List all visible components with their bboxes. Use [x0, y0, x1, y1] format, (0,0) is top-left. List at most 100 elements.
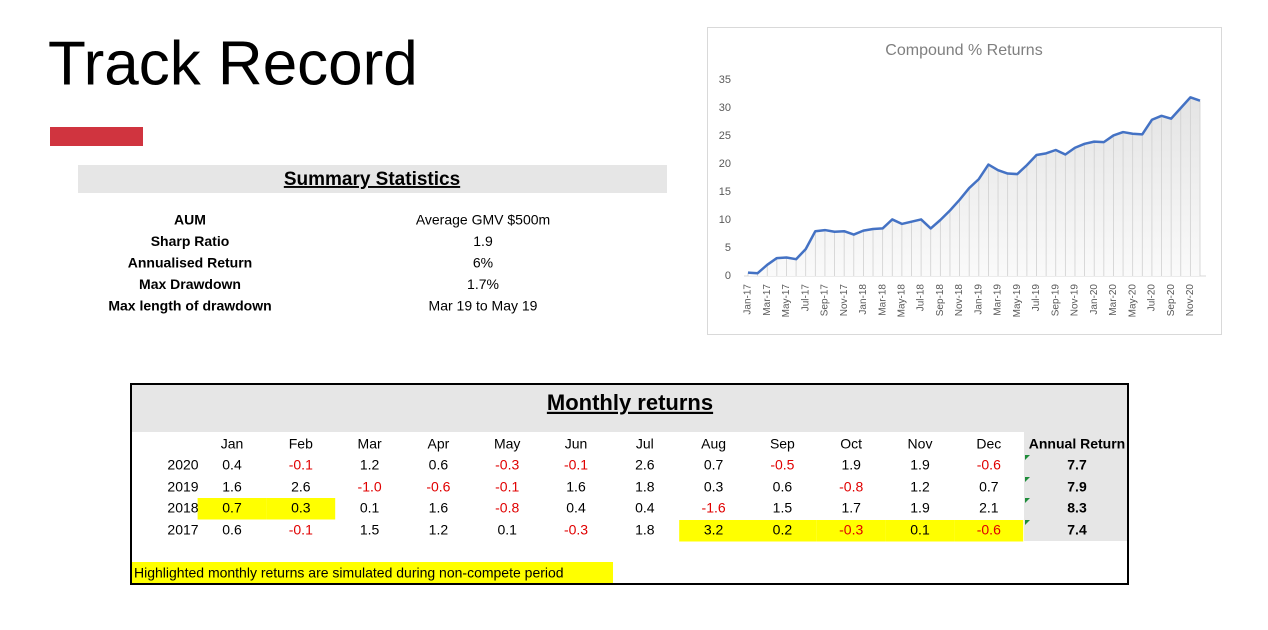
cell-flag: [1025, 477, 1030, 482]
summary-value: 6%: [473, 255, 493, 271]
summary-value: 1.9: [473, 233, 493, 249]
monthly-value: 1.7: [841, 500, 861, 516]
monthly-value: 0.2: [773, 522, 793, 538]
monthly-value: 2.6: [291, 479, 311, 495]
note: Highlighted monthly returns are simulate…: [134, 565, 564, 581]
x-tick-label: Nov-18: [954, 284, 965, 317]
year: 2018: [167, 500, 198, 516]
monthly-value: -0.1: [564, 457, 588, 473]
monthly-value: -0.3: [564, 522, 588, 538]
highlight-cell: [679, 520, 748, 542]
x-tick-label: Mar-18: [877, 284, 888, 316]
y-tick-label: 0: [725, 270, 731, 282]
monthly-value: 0.4: [222, 457, 242, 473]
column-header: Apr: [428, 436, 450, 452]
monthly-value: 1.2: [429, 522, 449, 538]
highlight-cell: [197, 498, 267, 520]
cell-flag: [1025, 498, 1030, 503]
cell-flag: [1025, 520, 1030, 525]
column-header: Sep: [770, 436, 795, 452]
monthly-value: 0.6: [429, 457, 449, 473]
monthly-value: 1.9: [910, 457, 930, 473]
x-tick-label: May-18: [897, 284, 908, 318]
monthly-value: 2.6: [635, 457, 655, 473]
x-tick-label: Nov-19: [1070, 284, 1081, 317]
monthly-heading: Monthly returns: [547, 390, 713, 415]
cell-flag: [1025, 455, 1030, 460]
highlight-cell: [816, 520, 886, 542]
y-tick-label: 25: [719, 130, 731, 142]
monthly-value: 0.4: [635, 500, 655, 516]
monthly-heading-bg: [132, 385, 1127, 432]
x-tick-label: Mar-17: [762, 284, 773, 316]
y-tick-label: 30: [719, 102, 731, 114]
highlight-cell: [266, 498, 336, 520]
column-header: Jan: [221, 436, 244, 452]
monthly-value: 0.7: [979, 479, 999, 495]
x-tick-label: Sep-18: [935, 284, 946, 317]
monthly-value: 0.1: [360, 500, 380, 516]
summary-label: Max Drawdown: [139, 276, 241, 292]
summary-value: Mar 19 to May 19: [429, 298, 538, 314]
summary-label: Max length of drawdown: [108, 298, 271, 314]
x-tick-label: Nov-20: [1185, 284, 1196, 317]
annual-column-bg: [1024, 432, 1127, 541]
x-tick-label: Jan-19: [973, 284, 984, 315]
monthly-value: 0.7: [222, 500, 242, 516]
monthly-value: 1.6: [429, 500, 449, 516]
monthly-value: 1.5: [773, 500, 793, 516]
column-header: Jun: [565, 436, 588, 452]
x-tick-label: Mar-19: [993, 284, 1004, 316]
monthly-value: -1.0: [358, 479, 382, 495]
highlight-cell: [954, 520, 1024, 542]
x-tick-label: May-19: [1012, 284, 1023, 318]
x-tick-label: May-17: [781, 284, 792, 318]
annual-return: 8.3: [1067, 500, 1087, 516]
x-tick-label: Jul-20: [1147, 284, 1158, 312]
annual-return: 7.4: [1067, 522, 1087, 538]
monthly-value: -0.1: [289, 522, 313, 538]
monthly-value: 1.6: [222, 479, 242, 495]
summary-heading: Summary Statistics: [284, 169, 460, 190]
monthly-value: 1.8: [635, 479, 655, 495]
monthly-value: -0.6: [426, 479, 450, 495]
monthly-value: -0.3: [839, 522, 863, 538]
annual-return: 7.7: [1067, 457, 1087, 473]
column-header: Aug: [701, 436, 726, 452]
summary-heading-bg: [78, 165, 667, 193]
column-header: Dec: [976, 436, 1001, 452]
monthly-value: 0.3: [704, 479, 724, 495]
summary-label: Sharp Ratio: [151, 233, 230, 249]
monthly-value: 0.4: [566, 500, 586, 516]
monthly-value: -1.6: [702, 500, 726, 516]
summary-value: 1.7%: [467, 276, 499, 292]
x-tick-label: Sep-17: [820, 284, 831, 317]
x-tick-label: Mar-20: [1108, 284, 1119, 316]
highlight-cell: [885, 520, 955, 542]
summary-value: Average GMV $500m: [416, 212, 550, 228]
monthly-value: 0.1: [910, 522, 930, 538]
slide-title: Track Record: [48, 29, 418, 98]
monthly-value: 0.6: [773, 479, 793, 495]
monthly-value: -0.3: [495, 457, 519, 473]
summary-label: AUM: [174, 212, 206, 228]
x-tick-label: Nov-17: [839, 284, 850, 317]
x-tick-label: Jul-19: [1031, 284, 1042, 312]
x-tick-label: Jul-17: [800, 284, 811, 312]
line: [747, 96, 1201, 275]
monthly-value: 0.3: [291, 500, 311, 516]
column-header: Annual Return: [1029, 436, 1125, 452]
monthly-value: 1.2: [360, 457, 380, 473]
monthly-value: 3.2: [704, 522, 724, 538]
column-header: Mar: [358, 436, 382, 452]
area: [748, 97, 1200, 276]
y-tick-label: 20: [719, 158, 731, 170]
accent-bar: [50, 127, 143, 146]
column-header: Oct: [840, 436, 862, 452]
monthly-value: 1.2: [910, 479, 930, 495]
column-header: Feb: [289, 436, 313, 452]
year: 2017: [167, 522, 198, 538]
monthly-value: 0.7: [704, 457, 724, 473]
monthly-value: 0.6: [222, 522, 242, 538]
